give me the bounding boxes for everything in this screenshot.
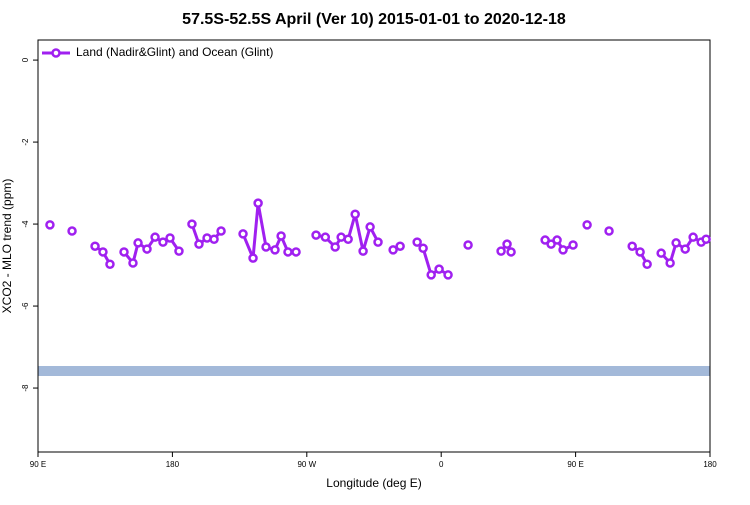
data-point bbox=[158, 237, 168, 247]
data-point bbox=[540, 235, 550, 245]
x-tick-label: 90 W bbox=[297, 460, 316, 469]
x-tick-label: 90 E bbox=[567, 460, 583, 469]
data-point bbox=[582, 220, 592, 230]
data-point bbox=[627, 241, 637, 251]
data-point bbox=[496, 246, 506, 256]
data-point bbox=[426, 270, 436, 280]
data-point bbox=[506, 247, 516, 257]
data-point bbox=[395, 241, 405, 251]
y-axis-label: XCO2 - MLO trend (ppm) bbox=[0, 179, 14, 314]
data-point bbox=[209, 234, 219, 244]
data-point bbox=[248, 253, 258, 263]
data-point bbox=[90, 241, 100, 251]
data-point bbox=[373, 237, 383, 247]
data-point bbox=[194, 239, 204, 249]
data-point bbox=[671, 238, 681, 248]
data-point bbox=[216, 226, 226, 236]
y-tick-label: -8 bbox=[21, 384, 30, 392]
data-point bbox=[142, 244, 152, 254]
data-point bbox=[388, 245, 398, 255]
data-point bbox=[558, 245, 568, 255]
data-point bbox=[128, 258, 138, 268]
data-point bbox=[350, 209, 360, 219]
y-tick-label: -6 bbox=[21, 302, 30, 310]
x-tick-label: 0 bbox=[439, 460, 444, 469]
data-point bbox=[187, 219, 197, 229]
data-point bbox=[680, 244, 690, 254]
data-point bbox=[98, 247, 108, 257]
data-point bbox=[642, 259, 652, 269]
data-point bbox=[701, 234, 711, 244]
data-point bbox=[67, 226, 77, 236]
data-point bbox=[150, 232, 160, 242]
data-point bbox=[343, 234, 353, 244]
data-point bbox=[604, 226, 614, 236]
y-tick-label: 0 bbox=[21, 57, 30, 62]
data-point bbox=[412, 237, 422, 247]
plot-frame bbox=[37, 39, 711, 453]
x-tick-label: 180 bbox=[166, 460, 180, 469]
land-map-strip bbox=[38, 366, 710, 376]
data-point bbox=[283, 247, 293, 257]
data-point bbox=[434, 264, 444, 274]
data-point bbox=[358, 246, 368, 256]
data-point bbox=[552, 235, 562, 245]
data-point bbox=[119, 247, 129, 257]
data-line bbox=[94, 202, 707, 278]
data-point bbox=[45, 220, 55, 230]
data-point bbox=[276, 231, 286, 241]
data-point bbox=[270, 245, 280, 255]
data-point bbox=[418, 243, 428, 254]
data-point bbox=[443, 270, 453, 280]
data-point bbox=[174, 246, 184, 256]
chart-title: 57.5S-52.5S April (Ver 10) 2015-01-01 to… bbox=[182, 11, 566, 28]
data-point bbox=[656, 248, 666, 258]
data-point bbox=[688, 232, 698, 242]
data-point bbox=[568, 240, 578, 250]
data-point bbox=[665, 258, 675, 268]
y-tick-label: -4 bbox=[21, 220, 30, 228]
legend-label: Land (Nadir&Glint) and Ocean (Glint) bbox=[76, 45, 273, 59]
data-point bbox=[105, 259, 115, 269]
data-point bbox=[502, 239, 512, 249]
data-point bbox=[165, 233, 175, 243]
data-point bbox=[365, 222, 375, 232]
y-tick-label: -2 bbox=[21, 138, 30, 146]
data-point bbox=[133, 238, 143, 248]
data-point bbox=[546, 239, 556, 249]
data-point bbox=[253, 198, 263, 208]
x-tick-label: 180 bbox=[703, 460, 717, 469]
data-point bbox=[330, 242, 340, 252]
legend-marker bbox=[51, 48, 61, 58]
data-point bbox=[463, 240, 473, 250]
data-point bbox=[261, 242, 271, 252]
data-point bbox=[238, 229, 248, 239]
data-point bbox=[635, 247, 645, 257]
data-point bbox=[320, 232, 331, 242]
x-tick-label: 90 E bbox=[30, 460, 46, 469]
data-point bbox=[291, 247, 301, 257]
data-point bbox=[311, 230, 321, 240]
x-axis-label: Longitude (deg E) bbox=[326, 476, 421, 490]
